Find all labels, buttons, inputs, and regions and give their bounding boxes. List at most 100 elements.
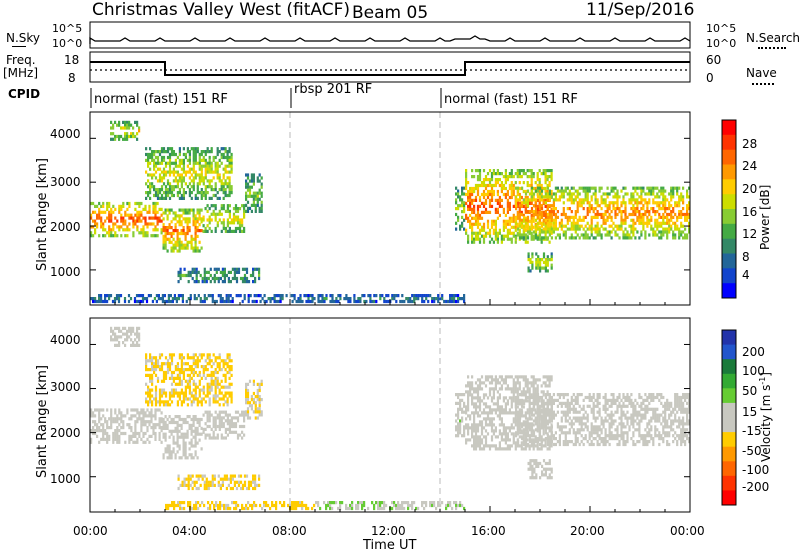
velocity-echo-cell: [162, 388, 166, 392]
power-echo-cell: [228, 229, 231, 233]
power-echo-cell: [534, 186, 537, 191]
power-echo-cell: [688, 207, 691, 211]
power-echo-cell: [520, 169, 523, 173]
velocity-echo-cell: [204, 410, 207, 414]
power-echo-cell: [658, 201, 661, 205]
power-echo-cell: [538, 195, 542, 199]
nave-tick-top: 60: [706, 53, 722, 67]
power-echo-cell: [152, 210, 155, 214]
velocity-echo-cell: [193, 480, 196, 484]
power-echo-cell: [654, 201, 657, 205]
power-echo-cell: [232, 207, 236, 211]
power-echo-cell: [192, 237, 195, 241]
power-echo-cell: [531, 252, 534, 256]
power-echo-cell: [291, 294, 294, 298]
power-echo-cell: [337, 294, 340, 298]
power-echo-cell: [650, 218, 653, 222]
power-echo-cell: [624, 192, 627, 196]
velocity-echo-cell: [108, 437, 111, 441]
velocity-echo-cell: [162, 370, 166, 375]
power-echo-cell: [526, 198, 530, 202]
velocity-echo-cell: [116, 343, 119, 347]
velocity-echo-cell: [478, 408, 482, 412]
velocity-echo-cell: [136, 335, 139, 339]
power-echo-cell: [196, 147, 199, 151]
power-echo-cell: [570, 224, 573, 228]
power-echo-cell: [510, 186, 513, 191]
velocity-echo-cell: [518, 444, 521, 448]
velocity-echo-cell: [158, 434, 161, 438]
velocity-echo-cell: [150, 420, 153, 424]
power-echo-cell: [616, 204, 619, 208]
power-echo-cell: [634, 186, 637, 190]
power-echo-cell: [612, 207, 615, 211]
velocity-echo-cell: [476, 435, 480, 439]
velocity-echo-cell: [480, 399, 484, 403]
power-echo-cell: [592, 236, 595, 240]
velocity-echo-cell: [233, 506, 236, 511]
velocity-echo-cell: [221, 480, 224, 484]
power-echo-cell: [252, 203, 255, 207]
velocity-echo-cell: [167, 503, 170, 508]
velocity-echo-cell: [104, 429, 107, 433]
power-echo-cell: [530, 178, 533, 182]
power-echo-cell: [279, 299, 282, 304]
power-echo-cell: [166, 217, 169, 221]
power-echo-cell: [535, 258, 538, 262]
velocity-echo-cell: [241, 436, 244, 440]
velocity-echo-cell: [174, 441, 177, 445]
velocity-echo-cell: [110, 335, 113, 339]
velocity-echo-cell: [467, 405, 470, 409]
power-echo-cell: [207, 294, 210, 298]
velocity-echo-cell: [164, 373, 168, 377]
power-echo-cell: [586, 236, 589, 240]
power-echo-cell: [508, 237, 511, 241]
velocity-echo-cell: [136, 431, 139, 436]
power-echo-cell: [273, 294, 276, 298]
velocity-echo-cell: [190, 444, 193, 448]
velocity-echo-cell: [214, 385, 217, 389]
power-echo-cell: [524, 204, 528, 208]
velocity-echo-cell: [233, 501, 236, 505]
power-echo-cell: [688, 195, 691, 199]
power-echo-cell: [550, 172, 553, 176]
velocity-echo-cell: [170, 376, 174, 380]
power-echo-cell: [469, 219, 472, 223]
power-echo-cell: [590, 204, 593, 208]
power-echo-cell: [504, 225, 507, 229]
power-echo-cell: [166, 229, 169, 233]
power-echo-cell: [102, 299, 105, 304]
power-echo-cell: [534, 201, 538, 205]
power-echo-cell: [566, 186, 569, 190]
power-echo-cell: [642, 221, 645, 225]
velocity-echo-cell: [112, 420, 115, 424]
power-echo-cell: [210, 170, 213, 174]
power-echo-cell: [116, 234, 119, 238]
power-echo-cell: [142, 207, 145, 211]
velocity-echo-cell: [114, 420, 117, 424]
velocity-echo-cell: [168, 450, 171, 454]
power-echo-cell: [132, 225, 135, 229]
power-echo-cell: [544, 172, 547, 176]
power-echo-cell: [530, 224, 534, 228]
power-echo-cell: [216, 196, 219, 200]
power-echo-cell: [405, 297, 408, 301]
power-echo-cell: [122, 120, 125, 124]
velocity-echo-cell: [181, 501, 184, 505]
velocity-echo-cell: [142, 434, 145, 438]
power-echo-cell: [582, 201, 585, 205]
power-echo-cell: [538, 218, 542, 222]
velocity-echo-cell: [178, 435, 181, 439]
power-echo-cell: [230, 161, 233, 165]
velocity-echo-cell: [363, 501, 366, 505]
power-echo-cell: [162, 223, 165, 227]
power-echo-cell: [182, 167, 185, 171]
velocity-echo-cell: [246, 410, 250, 414]
power-echo-cell: [245, 203, 248, 207]
power-echo-cell: [606, 218, 609, 222]
velocity-echo-cell: [339, 506, 342, 511]
velocity-echo-cell: [471, 426, 474, 430]
power-echo-cell: [206, 204, 209, 208]
power-echo-cell: [204, 167, 207, 171]
power-echo-cell: [538, 192, 542, 196]
